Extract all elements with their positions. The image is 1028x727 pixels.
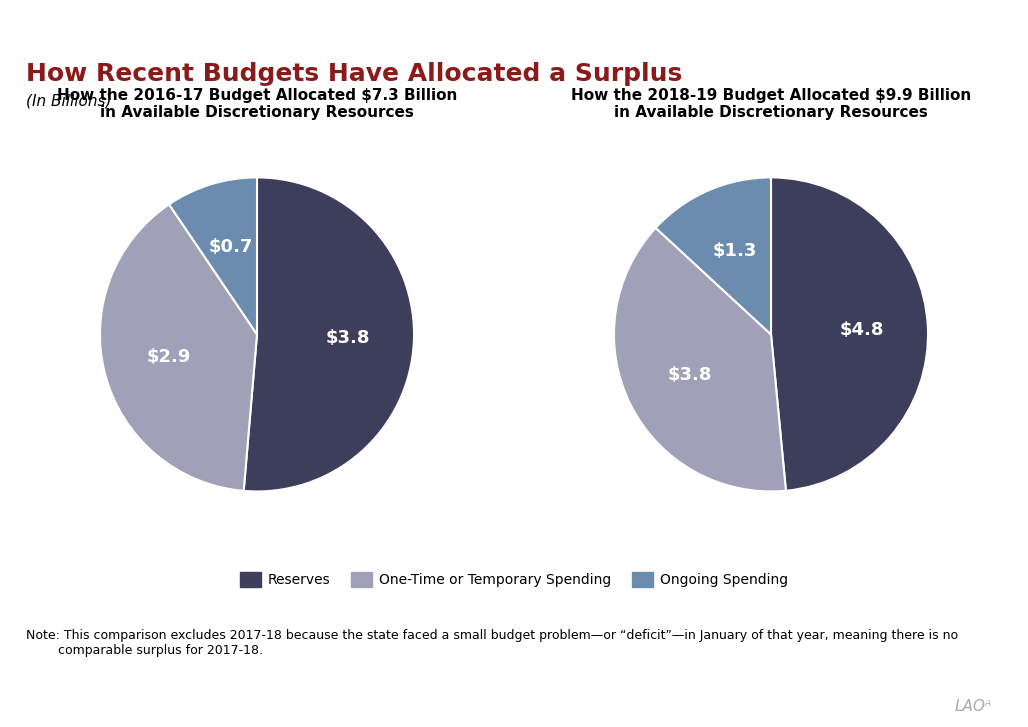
Text: $4.8: $4.8 [840,321,884,339]
Text: $3.8: $3.8 [326,329,370,348]
Wedge shape [771,177,928,491]
Wedge shape [100,204,257,491]
Text: (In Billions): (In Billions) [26,93,111,108]
Wedge shape [169,177,257,334]
Text: $3.8: $3.8 [667,366,711,384]
Title: How the 2018-19 Budget Allocated $9.9 Billion
in Available Discretionary Resourc: How the 2018-19 Budget Allocated $9.9 Bi… [571,88,971,120]
Text: $0.7: $0.7 [208,238,253,257]
Text: LAOᴬ: LAOᴬ [955,699,992,714]
Wedge shape [656,177,771,334]
Wedge shape [244,177,414,491]
Text: Figure 4: Figure 4 [15,9,80,23]
Text: How Recent Budgets Have Allocated a Surplus: How Recent Budgets Have Allocated a Surp… [26,62,682,86]
Legend: Reserves, One-Time or Temporary Spending, Ongoing Spending: Reserves, One-Time or Temporary Spending… [234,567,794,593]
Text: $2.9: $2.9 [147,348,191,366]
Text: $1.3: $1.3 [712,242,757,260]
Title: How the 2016-17 Budget Allocated $7.3 Billion
in Available Discretionary Resourc: How the 2016-17 Budget Allocated $7.3 Bi… [57,88,457,120]
Text: Note: This comparison excludes 2017-18 because the state faced a small budget pr: Note: This comparison excludes 2017-18 b… [26,629,958,657]
Wedge shape [614,228,786,491]
